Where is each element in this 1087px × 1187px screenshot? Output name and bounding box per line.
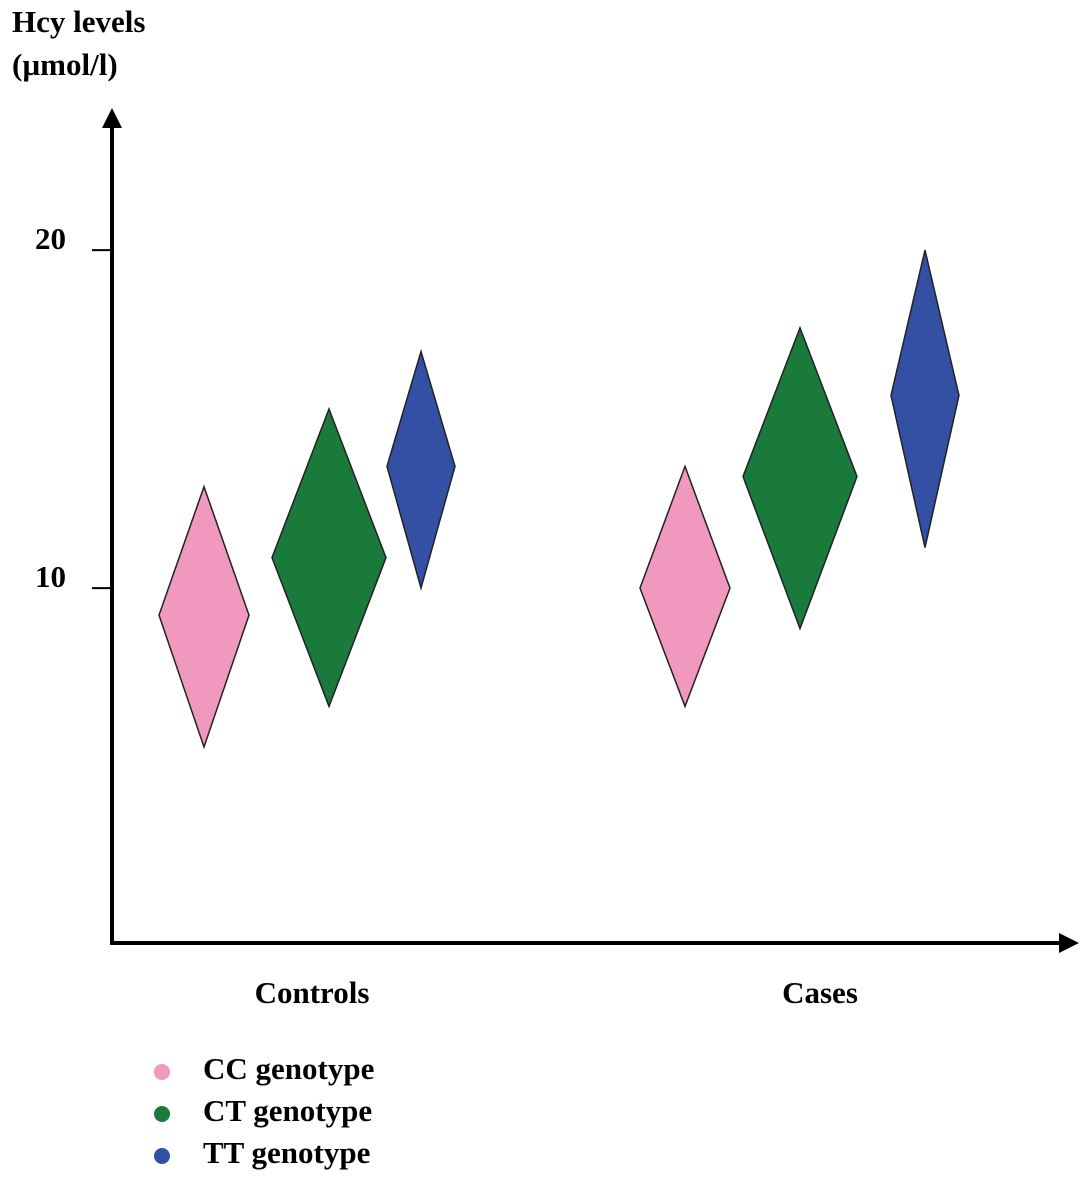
legend-marker [154,1064,170,1080]
diamond [890,249,960,548]
legend-marker [154,1106,170,1122]
legend-label: CC genotype [203,1051,374,1086]
x-tick-label: Cases [782,975,858,1010]
diamond [639,464,731,709]
y-axis-title: (µmol/l) [12,47,118,82]
diamond [386,348,456,591]
diamond [742,325,858,631]
legend-marker [154,1148,170,1164]
legend-label: CT genotype [203,1093,372,1128]
y-tick-label: 10 [35,559,66,594]
diamond [271,406,387,709]
y-tick-label: 20 [35,221,66,256]
x-tick-label: Controls [255,975,370,1010]
y-axis-title: Hcy levels [12,4,145,39]
diamond [158,484,250,750]
legend-label: TT genotype [203,1135,370,1170]
